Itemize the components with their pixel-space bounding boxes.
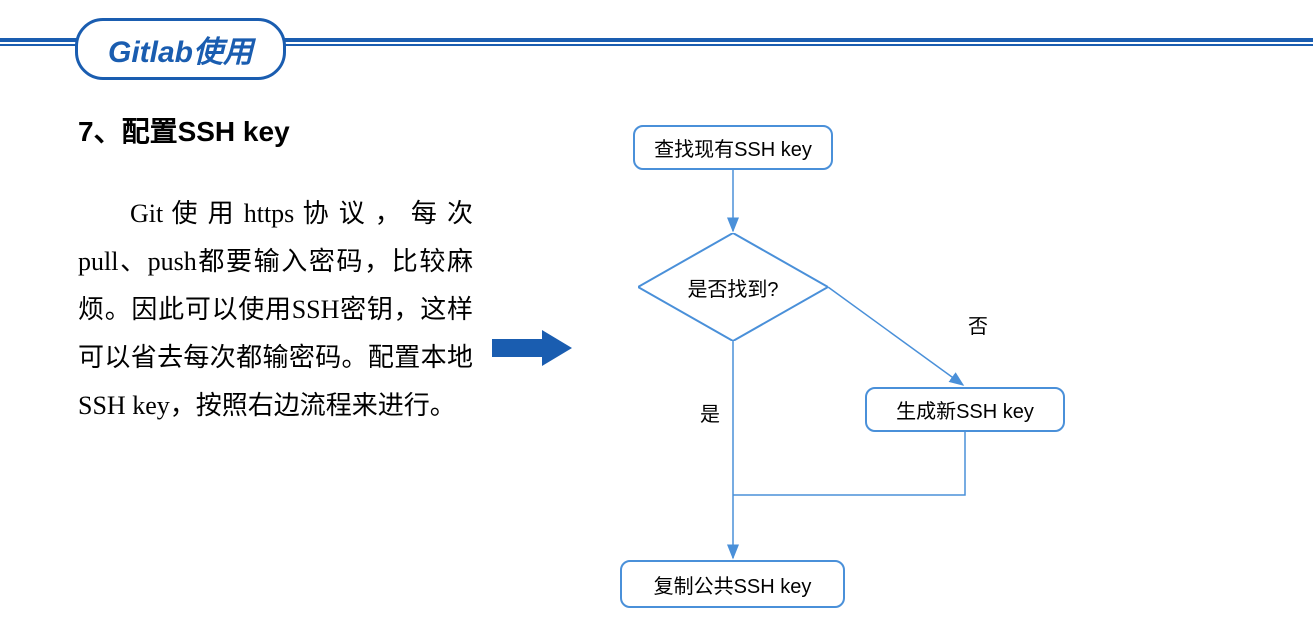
- edge-gen-copy: [733, 432, 965, 495]
- edge-label-no: 否: [968, 310, 988, 339]
- flowchart-edges: [560, 120, 1180, 630]
- flow-node-gen: 生成新SSH key: [865, 387, 1065, 432]
- flowchart: 查找现有SSH key 是否找到? 生成新SSH key 复制公共SSH key…: [560, 120, 1180, 630]
- flow-node-decision: 是否找到?: [638, 233, 828, 341]
- flow-node-copy: 复制公共SSH key: [620, 560, 845, 608]
- flow-node-copy-label: 复制公共SSH key: [654, 570, 812, 599]
- flow-node-gen-label: 生成新SSH key: [896, 395, 1034, 424]
- section-heading: 7、配置SSH key: [78, 110, 290, 150]
- flow-node-find: 查找现有SSH key: [633, 125, 833, 170]
- flow-node-decision-label: 是否找到?: [687, 273, 778, 302]
- edge-label-yes: 是: [700, 398, 720, 427]
- flow-node-find-label: 查找现有SSH key: [654, 133, 812, 162]
- page-title: Gitlab使用: [75, 18, 286, 80]
- edge-decision-gen: [828, 287, 963, 385]
- section-body: Git 使 用 https 协 议 ， 每 次 pull、push都要输入密码，…: [78, 190, 473, 430]
